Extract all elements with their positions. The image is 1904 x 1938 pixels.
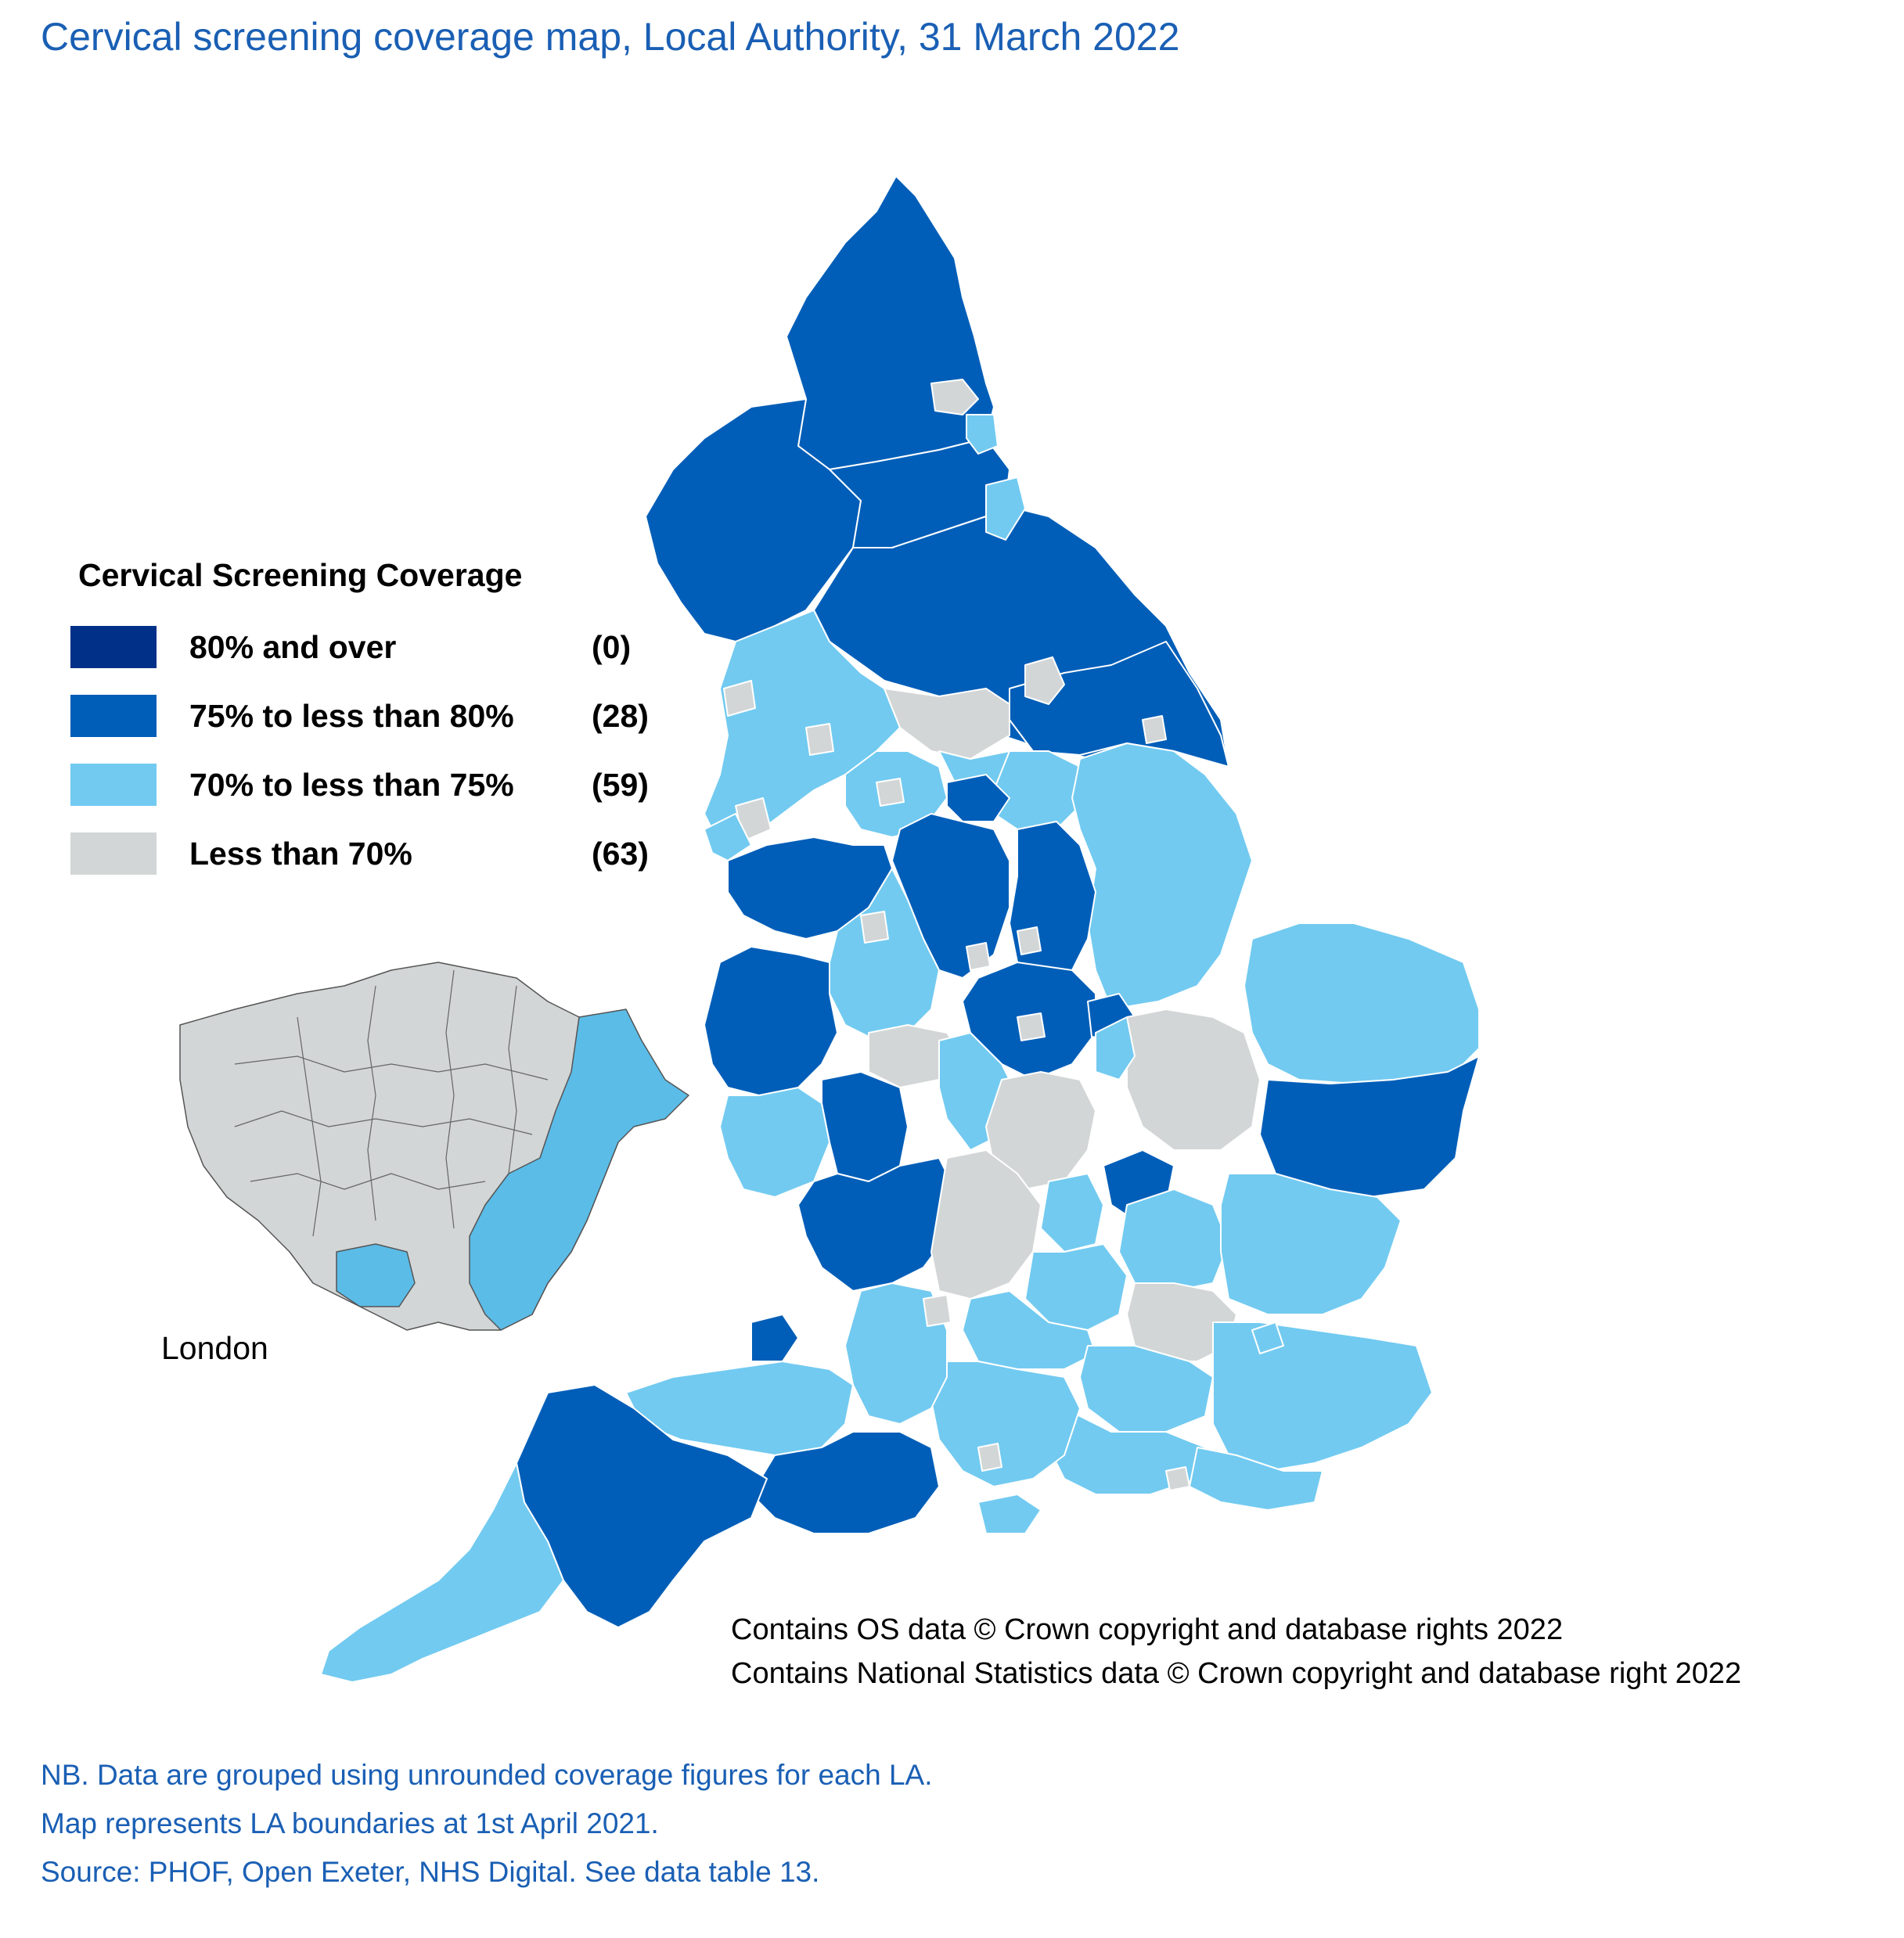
legend-label: 80% and over	[189, 629, 397, 665]
region-derby	[966, 942, 991, 971]
legend-swatch-75-80	[70, 695, 157, 737]
region-somerset	[625, 1361, 854, 1456]
credit-line-ons: Contains National Statistics data © Crow…	[731, 1657, 1742, 1690]
london-inset-label: London	[161, 1330, 268, 1366]
region-hertfordshire	[1118, 1188, 1229, 1292]
region-kent	[1212, 1321, 1433, 1472]
region-blackburn	[805, 723, 834, 756]
note-grouping: NB. Data are grouped using unrounded cov…	[41, 1759, 933, 1791]
legend-count: (59)	[592, 767, 649, 803]
region-south-yorkshire	[993, 750, 1081, 830]
region-merseyside	[704, 813, 752, 861]
region-northamptonshire	[985, 1071, 1096, 1190]
legend-count: (63)	[592, 836, 649, 872]
region-stoke	[860, 911, 889, 944]
region-oxfordshire	[930, 1149, 1042, 1300]
region-swindon	[923, 1294, 952, 1327]
legend-item-80-plus: 80% and over (0)	[70, 626, 696, 668]
region-dorset	[750, 1431, 940, 1534]
legend-swatch-80-plus	[70, 626, 157, 668]
legend-item-below-70: Less than 70% (63)	[70, 832, 696, 875]
region-york	[1024, 656, 1065, 705]
region-wiltshire	[844, 1282, 948, 1425]
legend-label: 70% to less than 75%	[189, 767, 514, 803]
region-norfolk	[1244, 922, 1480, 1084]
region-surrey	[1079, 1345, 1214, 1433]
region-east-sussex	[1189, 1447, 1323, 1511]
region-nottingham	[1017, 926, 1042, 955]
region-peterborough	[1095, 1016, 1136, 1080]
legend-item-70-75: 70% to less than 75% (59)	[70, 764, 696, 806]
copyright-credits: Contains OS data © Crown copyright and d…	[731, 1608, 1741, 1695]
region-west-yorkshire	[884, 688, 1010, 760]
london-inset-east	[469, 1009, 689, 1331]
region-leicester	[1017, 1012, 1046, 1041]
region-gloucestershire	[797, 1157, 956, 1292]
note-source: Source: PHOF, Open Exeter, NHS Digital. …	[41, 1856, 820, 1888]
region-isle-of-wight	[977, 1494, 1042, 1534]
region-medway	[1251, 1321, 1284, 1354]
region-lincolnshire	[1071, 742, 1253, 1010]
region-sunderland	[966, 414, 999, 455]
region-herefordshire	[719, 1087, 830, 1198]
region-worcestershire	[821, 1071, 909, 1182]
region-bristol	[750, 1314, 799, 1362]
region-blackpool	[723, 680, 756, 717]
region-cambridgeshire	[1126, 1009, 1261, 1151]
region-tyneside	[930, 379, 979, 415]
region-essex	[1220, 1173, 1402, 1315]
legend-count: (28)	[592, 698, 649, 734]
region-shropshire	[704, 946, 838, 1096]
footnotes: NB. Data are grouped using unrounded cov…	[41, 1751, 933, 1897]
legend-label: 75% to less than 80%	[189, 698, 514, 734]
region-buckinghamshire	[1024, 1243, 1128, 1331]
legend-swatch-70-75	[70, 764, 157, 806]
region-teesside	[985, 476, 1026, 541]
region-hull	[1142, 715, 1167, 744]
legend-swatch-below-70	[70, 832, 157, 875]
region-northumberland	[786, 175, 995, 470]
region-hampshire	[930, 1361, 1081, 1487]
credit-line-os: Contains OS data © Crown copyright and d…	[731, 1613, 1564, 1646]
legend-label: Less than 70%	[189, 836, 412, 872]
region-lancashire	[704, 609, 901, 846]
region-brighton	[1165, 1466, 1190, 1491]
region-southampton	[977, 1443, 1002, 1472]
region-manchester	[876, 778, 905, 807]
legend: Cervical Screening Coverage 80% and over…	[70, 554, 712, 883]
legend-count: (0)	[592, 629, 632, 665]
region-berkshire	[962, 1290, 1096, 1370]
region-milton-keynes	[1040, 1173, 1104, 1253]
london-inset-southwest	[336, 1243, 416, 1307]
legend-item-75-80: 75% to less than 80% (28)	[70, 695, 696, 737]
region-cornwall	[320, 1462, 564, 1683]
london-inset	[179, 962, 689, 1331]
map-title: Cervical screening coverage map, Local A…	[41, 15, 1180, 59]
note-boundaries: Map represents LA boundaries at 1st Apri…	[41, 1807, 659, 1839]
region-doncaster	[946, 774, 1010, 822]
legend-heading: Cervical Screening Coverage	[78, 557, 523, 593]
